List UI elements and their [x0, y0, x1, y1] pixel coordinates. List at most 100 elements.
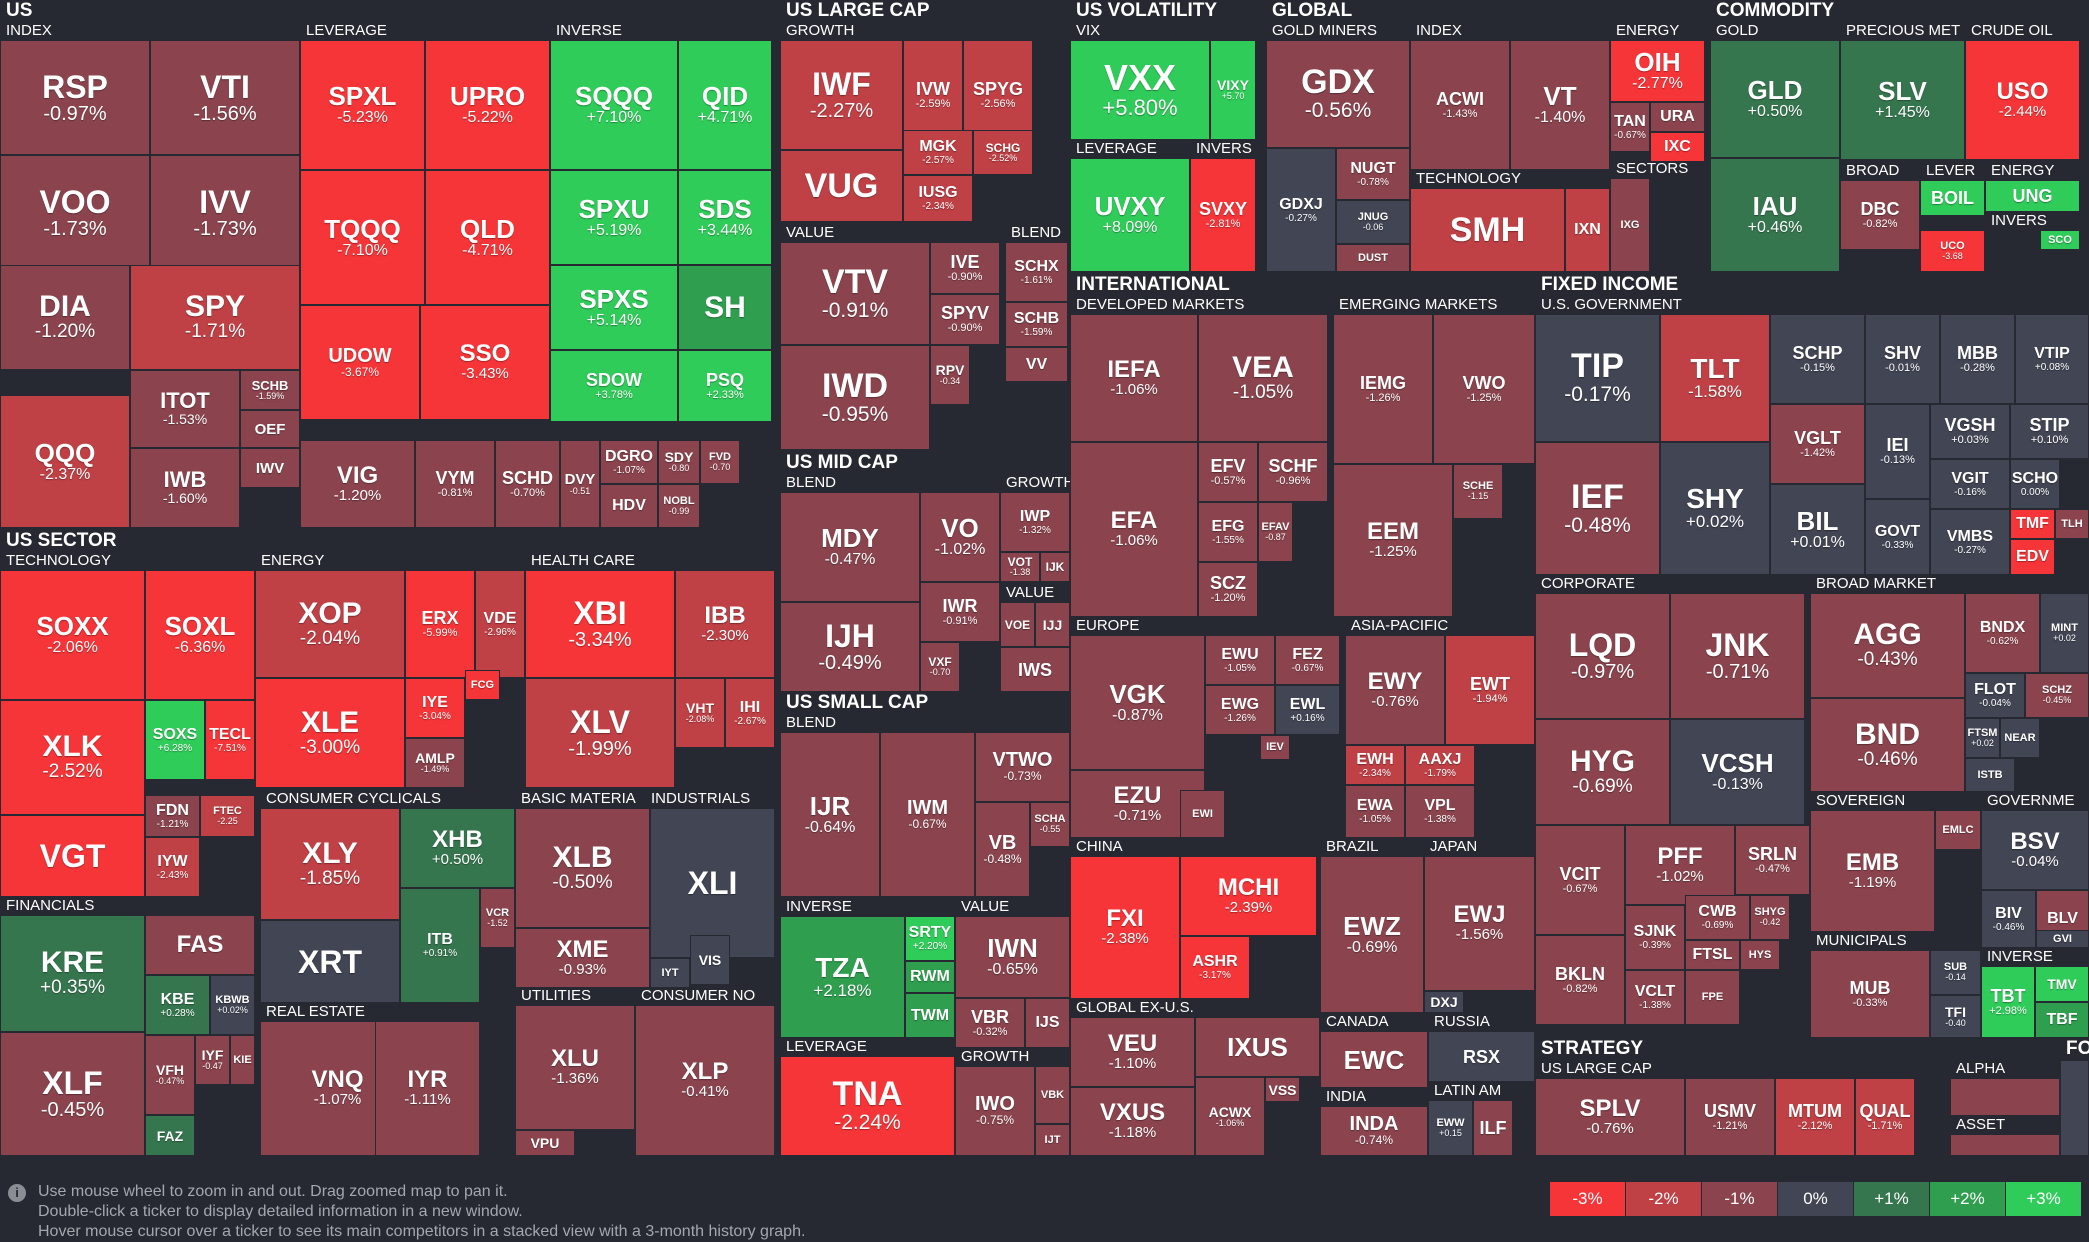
ticker-tile[interactable]: QQQ -2.37%: [0, 395, 130, 528]
ticker-tile[interactable]: INDA -0.74%: [1320, 1106, 1428, 1156]
ticker-tile[interactable]: ASHR -3.17%: [1180, 936, 1250, 999]
ticker-tile[interactable]: EWU -1.05%: [1205, 635, 1275, 685]
ticker-tile[interactable]: EWT -1.94%: [1445, 635, 1535, 745]
ticker-tile[interactable]: TMV: [2035, 966, 2089, 1002]
ticker-tile[interactable]: TBF: [2035, 1002, 2089, 1038]
ticker-tile[interactable]: NUGT -0.78%: [1336, 148, 1410, 200]
ticker-tile[interactable]: IWF -2.27%: [780, 40, 903, 150]
ticker-tile[interactable]: MDY -0.47%: [780, 492, 920, 602]
ticker-tile[interactable]: VCLT -1.38%: [1625, 970, 1685, 1025]
ticker-tile[interactable]: VYM -0.81%: [415, 440, 495, 528]
ticker-tile[interactable]: SVXY -2.81%: [1190, 158, 1256, 272]
ticker-tile[interactable]: EWI: [1180, 790, 1225, 838]
ticker-tile[interactable]: [1950, 1078, 2060, 1116]
ticker-tile[interactable]: DXJ: [1424, 991, 1464, 1013]
ticker-tile[interactable]: FVD -0.70: [700, 440, 740, 484]
ticker-tile[interactable]: IXG: [1610, 178, 1650, 272]
ticker-tile[interactable]: UPRO -5.22%: [425, 40, 550, 170]
ticker-tile[interactable]: EWG -1.26%: [1205, 685, 1275, 735]
ticker-tile[interactable]: XLE -3.00%: [255, 678, 405, 788]
ticker-tile[interactable]: BNDX -0.62%: [1965, 593, 2040, 673]
ticker-tile[interactable]: XBI -3.34%: [525, 570, 675, 678]
ticker-tile[interactable]: RWM: [905, 961, 955, 993]
ticker-tile[interactable]: PSQ +2.33%: [678, 350, 772, 422]
ticker-tile[interactable]: VXUS -1.18%: [1070, 1087, 1195, 1156]
ticker-tile[interactable]: EWZ -0.69%: [1320, 856, 1424, 1013]
ticker-tile[interactable]: FXI -2.38%: [1070, 856, 1180, 999]
ticker-tile[interactable]: MGK -2.57%: [903, 130, 973, 175]
ticker-tile[interactable]: JNK -0.71%: [1670, 593, 1805, 719]
ticker-tile[interactable]: HYS: [1740, 940, 1780, 970]
ticker-tile[interactable]: EWY -0.76%: [1345, 635, 1445, 745]
ticker-tile[interactable]: IYF -0.47: [195, 1035, 230, 1085]
ticker-tile[interactable]: SHYG -0.42: [1750, 895, 1790, 940]
ticker-tile[interactable]: STIP +0.10%: [2010, 404, 2089, 459]
ticker-tile[interactable]: VEU -1.10%: [1070, 1017, 1195, 1087]
ticker-tile[interactable]: BKLN -0.82%: [1535, 935, 1625, 1025]
ticker-tile[interactable]: SMH: [1410, 188, 1565, 272]
ticker-tile[interactable]: XLP -0.41%: [635, 1005, 775, 1156]
ticker-tile[interactable]: EWW +0.15: [1428, 1100, 1473, 1156]
ticker-tile[interactable]: IJJ: [1035, 602, 1070, 647]
ticker-tile[interactable]: UVXY +8.09%: [1070, 158, 1190, 272]
ticker-tile[interactable]: GOVT -0.33%: [1865, 499, 1930, 575]
ticker-tile[interactable]: MBB -0.28%: [1940, 314, 2015, 404]
ticker-tile[interactable]: XLK -2.52%: [0, 700, 145, 815]
ticker-tile[interactable]: VCIT -0.67%: [1535, 825, 1625, 935]
ticker-tile[interactable]: UDOW -3.67%: [300, 305, 420, 420]
ticker-tile[interactable]: VT -1.40%: [1510, 40, 1610, 170]
ticker-tile[interactable]: SPXS +5.14%: [550, 265, 678, 350]
ticker-tile[interactable]: DIA -1.20%: [0, 265, 130, 370]
ticker-tile[interactable]: VTIP +0.08%: [2015, 314, 2089, 404]
ticker-tile[interactable]: VTV -0.91%: [780, 242, 930, 345]
ticker-tile[interactable]: FLOT -0.04%: [1965, 673, 2025, 718]
ticker-tile[interactable]: VGT: [0, 815, 145, 897]
ticker-tile[interactable]: GLD +0.50%: [1710, 40, 1840, 158]
ticker-tile[interactable]: IXUS: [1195, 1017, 1320, 1077]
ticker-tile[interactable]: SSO -3.43%: [420, 305, 550, 420]
ticker-tile[interactable]: AAXJ -1.79%: [1405, 745, 1475, 785]
ticker-tile[interactable]: KBE +0.28%: [145, 975, 210, 1035]
ticker-tile[interactable]: VOO -1.73%: [0, 155, 150, 270]
ticker-tile[interactable]: IEV: [1260, 735, 1290, 760]
ticker-tile[interactable]: FTSM +0.02: [1965, 718, 2000, 758]
ticker-tile[interactable]: IYT: [650, 958, 690, 988]
ticker-tile[interactable]: VIG -1.20%: [300, 440, 415, 528]
ticker-tile[interactable]: SPYV -0.90%: [930, 294, 1000, 345]
ticker-tile[interactable]: IWO -0.75%: [955, 1066, 1035, 1156]
ticker-tile[interactable]: EFV -0.57%: [1198, 442, 1258, 502]
ticker-tile[interactable]: VXX +5.80%: [1070, 40, 1210, 140]
ticker-tile[interactable]: HYG -0.69%: [1535, 719, 1670, 825]
ticker-tile[interactable]: EFA -1.06%: [1070, 442, 1198, 617]
ticker-tile[interactable]: IJR -0.64%: [780, 732, 880, 897]
ticker-tile[interactable]: MCHI -2.39%: [1180, 856, 1317, 936]
ticker-tile[interactable]: FAZ: [145, 1115, 195, 1156]
ticker-tile[interactable]: SCHX -1.61%: [1005, 242, 1068, 302]
ticker-tile[interactable]: VCR -1.52: [480, 888, 515, 948]
ticker-tile[interactable]: IYE -3.04%: [405, 678, 465, 738]
ticker-tile[interactable]: SPLV -0.76%: [1535, 1078, 1685, 1156]
ticker-tile[interactable]: IWB -1.60%: [130, 448, 240, 528]
ticker-tile[interactable]: FAS: [145, 915, 255, 975]
ticker-tile[interactable]: EMLC: [1935, 810, 1981, 850]
ticker-tile[interactable]: VCSH -0.13%: [1670, 719, 1805, 825]
ticker-tile[interactable]: SPXU +5.19%: [550, 170, 678, 265]
ticker-tile[interactable]: RSX: [1428, 1031, 1535, 1082]
ticker-tile[interactable]: SHY +0.02%: [1660, 442, 1770, 575]
ticker-tile[interactable]: IWR -0.91%: [920, 582, 1000, 642]
ticker-tile[interactable]: UCO -3.68: [1920, 230, 1985, 272]
ticker-tile[interactable]: IVV -1.73%: [150, 155, 300, 270]
ticker-tile[interactable]: GDXJ -0.27%: [1266, 148, 1336, 272]
ticker-tile[interactable]: USMV -1.21%: [1685, 1078, 1775, 1156]
ticker-tile[interactable]: KIE: [230, 1035, 255, 1085]
ticker-tile[interactable]: TQQQ -7.10%: [300, 170, 425, 305]
ticker-tile[interactable]: XLV -1.99%: [525, 678, 675, 788]
ticker-tile[interactable]: BSV -0.04%: [1981, 810, 2089, 890]
ticker-tile[interactable]: SRLN -0.47%: [1735, 825, 1810, 895]
ticker-tile[interactable]: SJNK -0.39%: [1625, 905, 1685, 970]
ticker-tile[interactable]: XLF -0.45%: [0, 1032, 145, 1156]
ticker-tile[interactable]: IJS: [1025, 998, 1070, 1048]
ticker-tile[interactable]: EWC: [1320, 1031, 1428, 1088]
ticker-tile[interactable]: URA: [1650, 102, 1705, 132]
ticker-tile[interactable]: LQD -0.97%: [1535, 593, 1670, 719]
